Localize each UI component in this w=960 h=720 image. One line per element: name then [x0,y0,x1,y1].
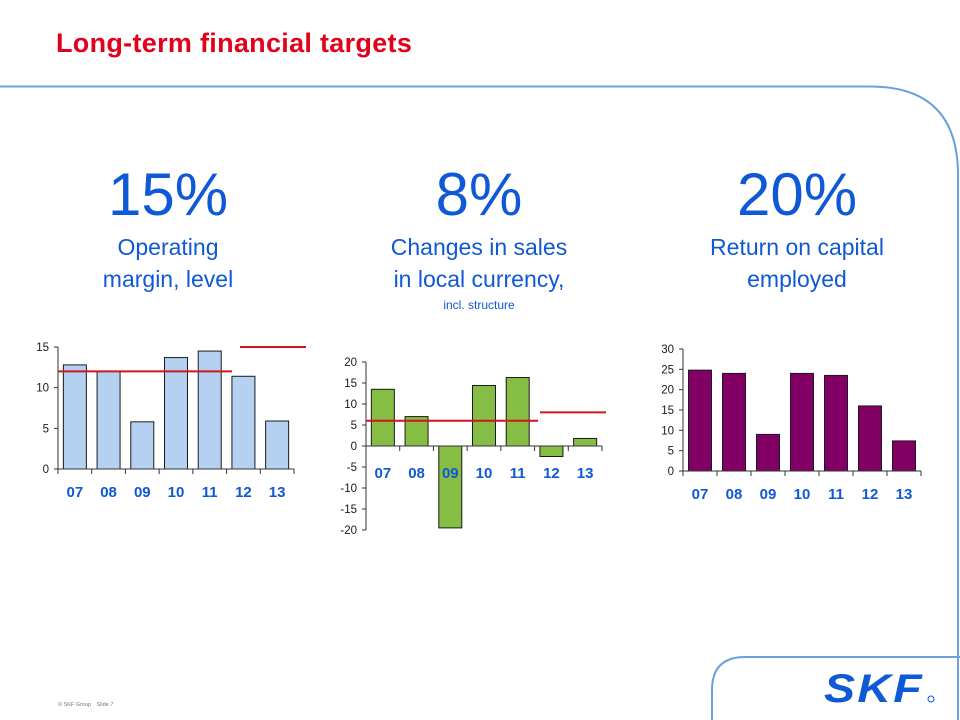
y-tick-label: 15 [661,405,674,417]
bar-11 [197,350,222,470]
y-tick-label: 30 [661,344,674,356]
bar-07 [370,388,395,447]
bar-09 [438,445,463,529]
y-tick-label: 0 [43,464,49,476]
category-label: 11 [828,486,844,503]
category-label: 13 [577,465,594,482]
category-label: 07 [67,484,84,501]
y-tick-label: 5 [351,420,357,432]
category-label: 11 [202,484,218,501]
y-tick-label: -15 [340,504,357,516]
skf-logo: SKF [824,672,935,706]
bottom-frame-curve [711,656,960,720]
target-value-operating-margin: 15% [107,161,229,228]
skf-logo-text: SKF [824,672,924,706]
y-tick-label: 20 [344,357,357,369]
registered-mark-icon [927,695,935,703]
page-title: Long-term financial targets [56,28,413,58]
target-value-sales-growth: 8% [435,161,523,228]
target-label-line1: Operating [117,234,219,260]
y-tick-label: 10 [344,399,357,411]
category-label: 12 [543,465,560,482]
bar-11 [505,377,530,447]
bar-10 [790,372,814,472]
target-note: incl. structure [443,298,515,312]
y-tick-label: 0 [668,466,674,478]
y-tick-label: 15 [344,378,357,390]
category-label: 13 [896,486,913,503]
y-tick-label: 5 [668,446,674,458]
target-label-line2: in local currency, [393,266,565,292]
target-label-line1: Changes in sales [390,234,568,260]
y-tick-label: 10 [36,383,49,395]
category-label: 09 [760,486,777,503]
category-label: 13 [269,484,286,501]
bar-07 [688,369,712,472]
bar-12 [539,445,564,457]
bar-10 [472,385,496,447]
bar-12 [858,405,882,472]
bar-07 [62,364,87,470]
bar-09 [130,421,155,470]
category-label: 12 [235,484,252,501]
category-label: 12 [862,486,879,503]
category-label: 09 [134,484,151,501]
bar-08 [96,370,121,470]
bar-13 [265,420,290,470]
category-label: 11 [510,465,526,482]
target-label-line2: employed [747,266,847,292]
category-label: 07 [692,486,709,503]
category-label: 08 [408,465,425,482]
y-tick-label: 15 [36,342,49,354]
bar-10 [164,357,188,470]
category-label: 10 [794,486,811,503]
target-label-line2: margin, level [102,266,234,292]
category-label: 08 [726,486,743,503]
target-label-line1: Return on capital [710,234,884,260]
bar-13 [892,440,916,472]
bar-13 [573,437,598,447]
bar-11 [824,374,848,472]
slide-number: Slide 7 [96,702,114,708]
y-tick-label: 10 [661,425,674,437]
top-frame-curve [0,85,959,720]
category-label: 10 [168,484,185,501]
bar-09 [756,433,780,472]
y-tick-label: 5 [43,423,49,435]
y-tick-label: 20 [661,385,674,397]
footer: © SKF Group Slide 7 [58,702,117,708]
copyright-text: © SKF Group [58,702,92,708]
y-tick-label: -20 [340,525,357,537]
category-label: 07 [375,465,392,482]
bar-08 [722,372,746,472]
target-value-return-on-capital: 20% [736,161,858,228]
bar-12 [231,375,256,470]
y-tick-label: -5 [347,462,357,474]
y-tick-label: 25 [661,364,674,376]
category-label: 10 [476,465,493,482]
y-tick-label: 0 [351,441,357,453]
y-tick-label: -10 [340,483,357,495]
category-label: 08 [100,484,117,501]
category-label: 09 [442,465,459,482]
